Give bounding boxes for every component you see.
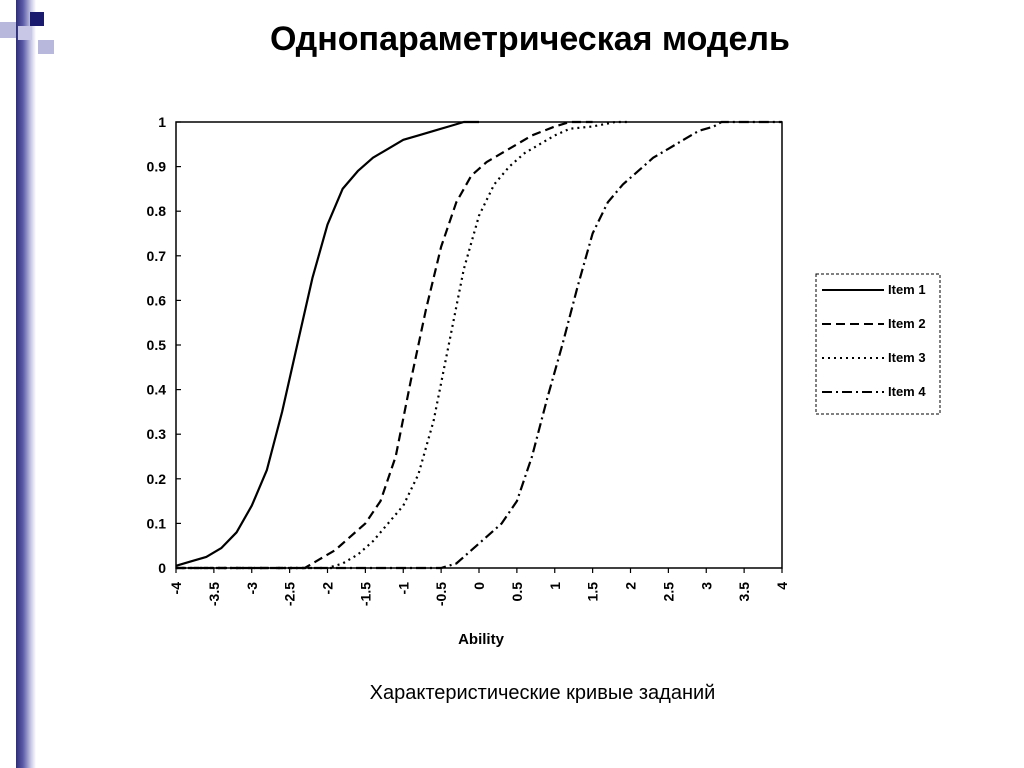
x-axis-ticks: -4 -3.5 -3 -2.5 -2 -1.5 -1 -0.5 0 0.5 1 1.5 2 2.5 3 3.5… — [168, 568, 790, 606]
plot-frame — [175, 121, 783, 569]
x-tick-label: 0.5 — [509, 582, 525, 602]
series-line-item-4 — [176, 120, 782, 570]
legend-label-item-3: Item 3 — [888, 350, 926, 365]
x-tick-label: 2.5 — [660, 582, 676, 602]
x-tick-label: -1 — [395, 582, 411, 595]
x-tick-label: 1.5 — [585, 582, 601, 602]
x-tick-label: -3 — [244, 582, 260, 595]
y-tick-label: 0 — [158, 560, 166, 576]
y-tick-label: 0.8 — [147, 203, 167, 219]
decor-square-light-3 — [38, 40, 54, 54]
x-tick-label: 2 — [623, 582, 639, 590]
y-tick-label: 1 — [158, 114, 166, 130]
legend-label-item-2: Item 2 — [888, 316, 926, 331]
series-line-item-2 — [176, 120, 593, 570]
x-tick-label: -2 — [320, 582, 336, 595]
x-tick-label: -3.5 — [206, 582, 222, 606]
legend-label-item-4: Item 4 — [888, 384, 926, 399]
x-axis-label: Ability — [458, 631, 504, 648]
x-tick-label: 4 — [774, 582, 790, 590]
legend-box — [815, 273, 941, 415]
x-tick-label: 1 — [547, 582, 563, 590]
legend-label-item-1: Item 1 — [888, 282, 926, 297]
y-tick-label: 0.7 — [147, 248, 167, 264]
decor-square-light-2 — [18, 26, 32, 40]
chart-caption: Характеристические кривые заданий — [369, 682, 716, 704]
x-tick-label: 0 — [471, 582, 487, 590]
decor-square-light-1 — [0, 22, 16, 38]
series-line-item-1 — [175, 120, 479, 567]
x-tick-label: -1.5 — [357, 582, 373, 606]
y-tick-label: 0.9 — [147, 159, 167, 175]
y-axis-ticks: 0 0.1 0.2 0.3 0.4 0.5 0.6 0.7 0.8 0.9 1 — [147, 114, 181, 576]
series-line-item-3 — [176, 120, 631, 570]
decor-square-navy-1 — [30, 12, 44, 26]
y-tick-label: 0.6 — [147, 292, 167, 308]
series-lines — [175, 120, 782, 570]
y-tick-label: 0.4 — [147, 382, 167, 398]
y-tick-label: 0.1 — [147, 515, 167, 531]
slide-title: Однопараметрическая модель — [270, 20, 790, 58]
x-tick-label: -2.5 — [282, 582, 298, 606]
y-tick-label: 0.3 — [147, 426, 167, 442]
y-tick-label: 0.2 — [147, 471, 167, 487]
x-tick-label: -4 — [168, 582, 184, 595]
x-tick-label: 3.5 — [736, 582, 752, 602]
icc-chart: 0 0.1 0.2 0.3 0.4 0.5 0.6 0.7 0.8 0.9 1 -4 -3.5 -3 -2… — [147, 114, 941, 648]
x-tick-label: -0.5 — [433, 582, 449, 606]
y-tick-label: 0.5 — [147, 337, 167, 353]
slide-left-gradient-bar — [16, 0, 36, 768]
legend: Item 1 Item 2 Item 3 Item 4 — [815, 273, 941, 415]
x-tick-label: 3 — [698, 582, 714, 590]
